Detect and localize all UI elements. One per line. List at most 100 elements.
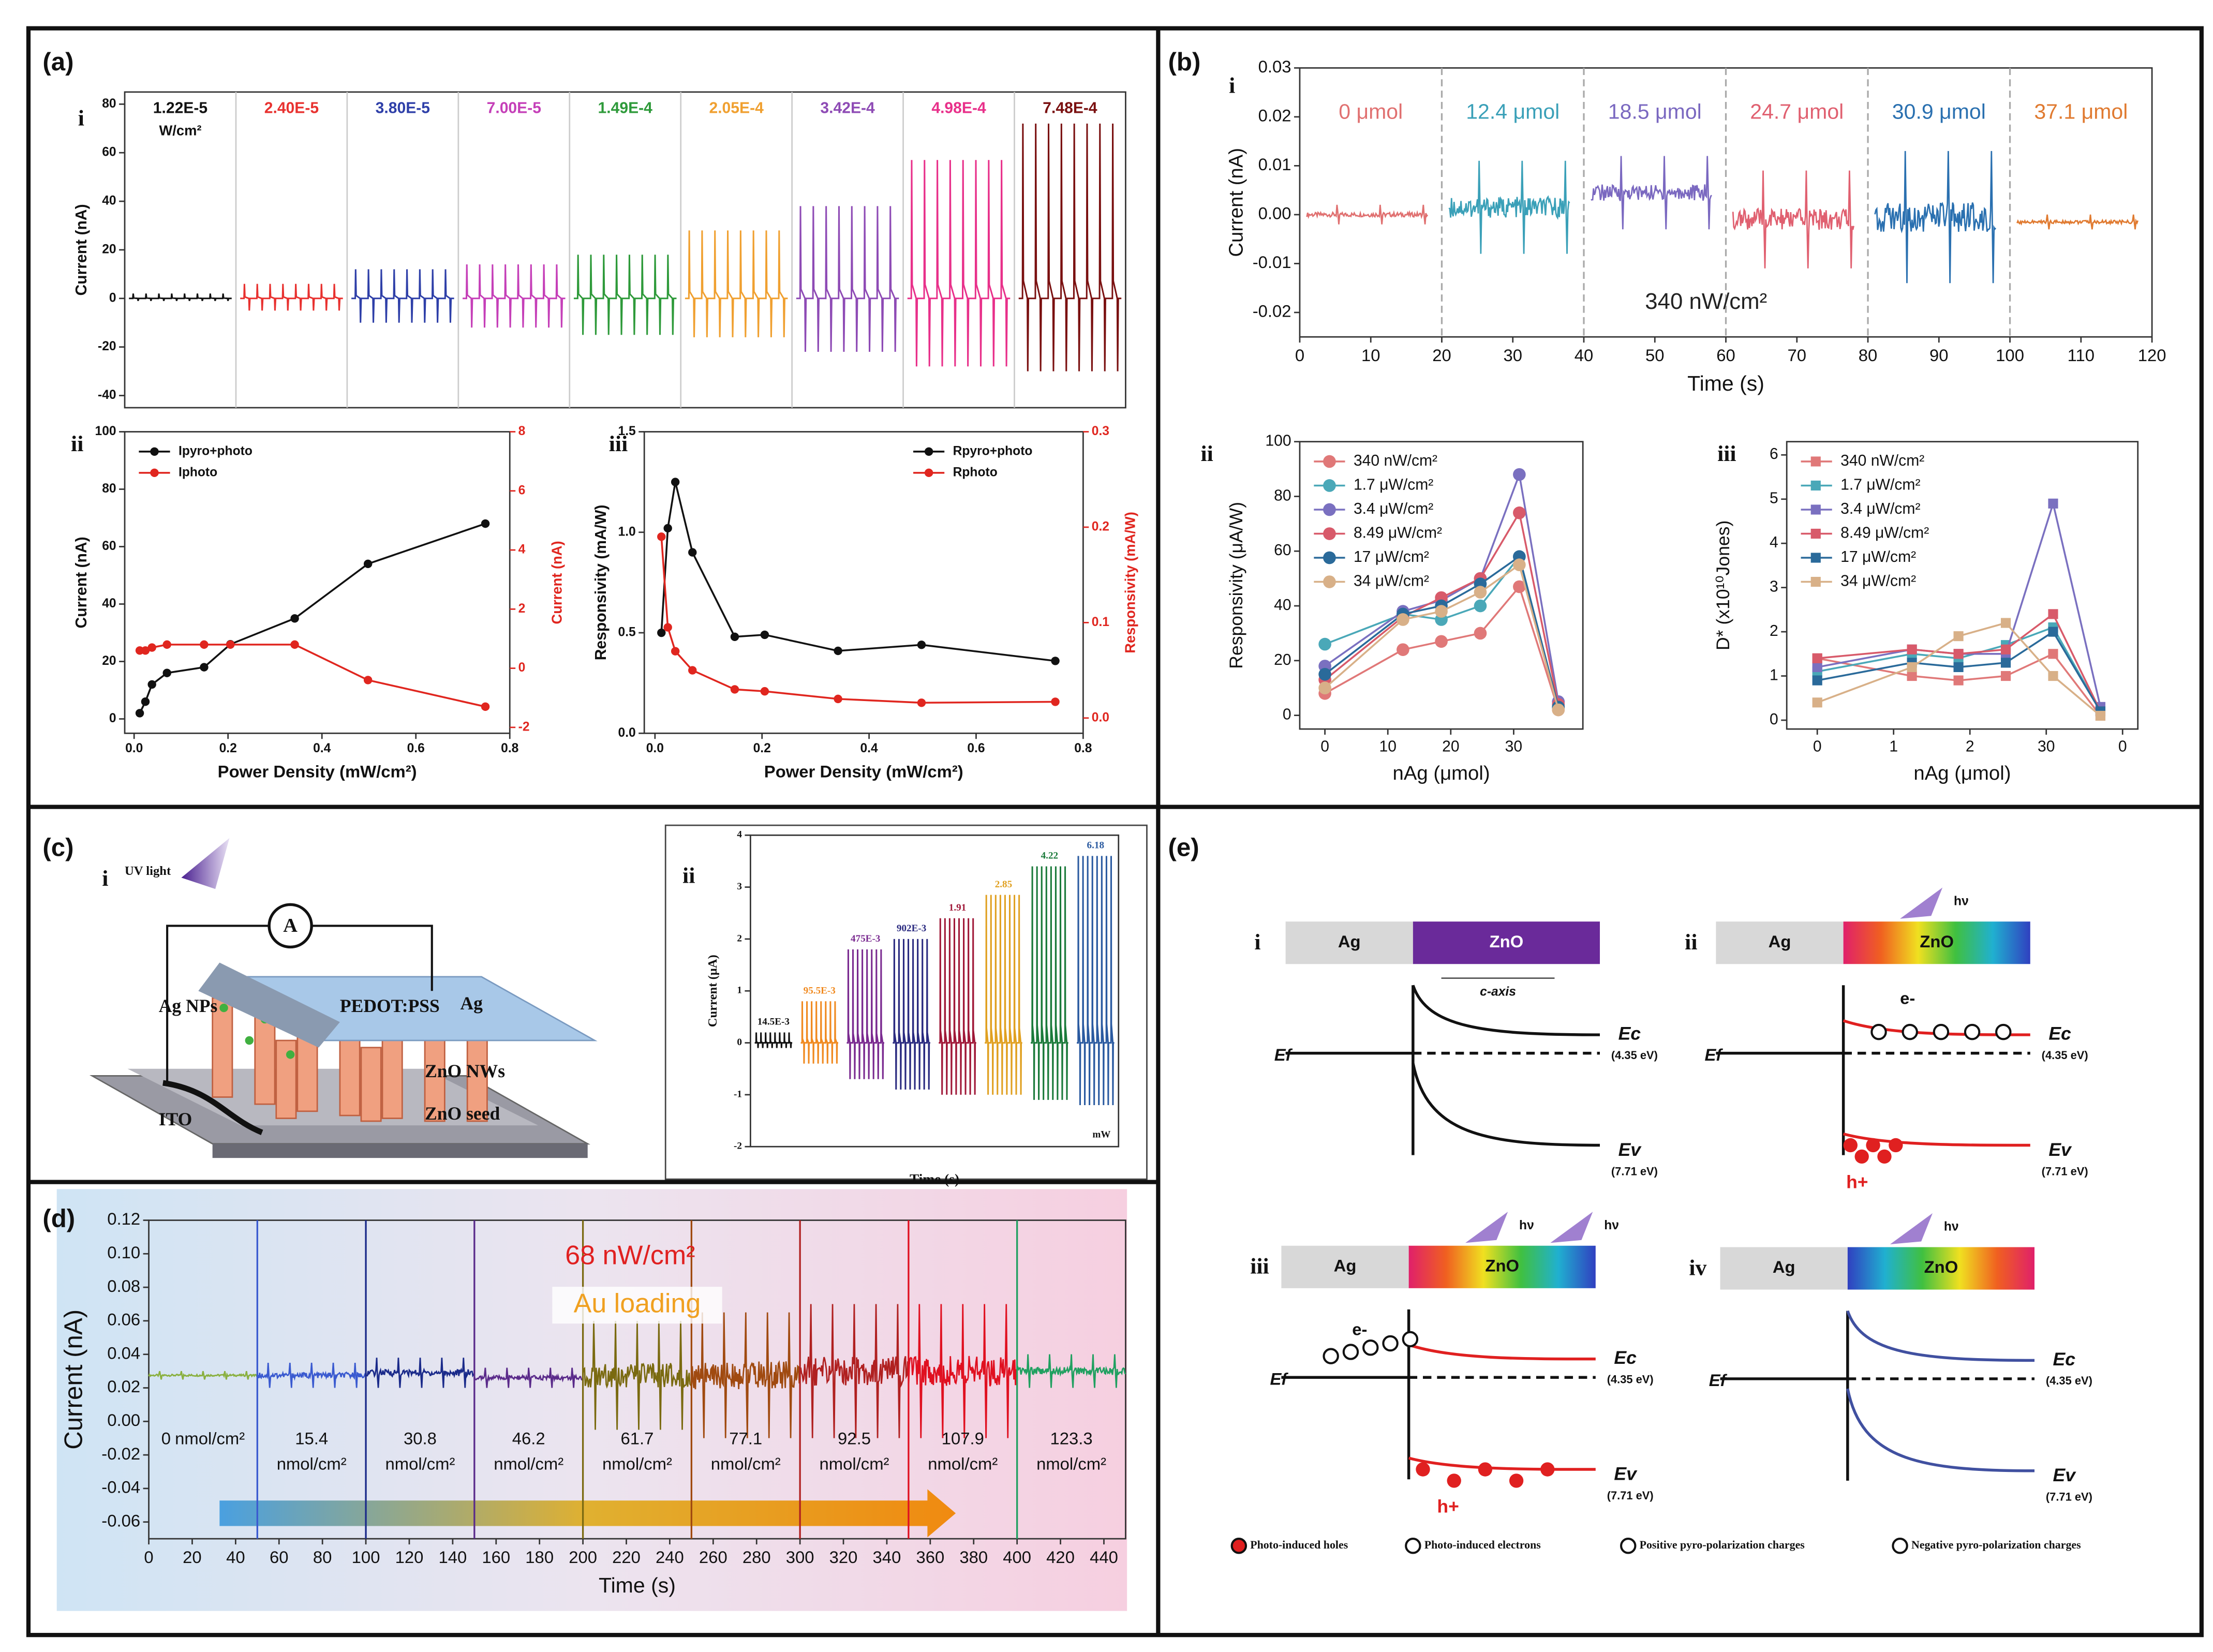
marker	[1397, 643, 1409, 656]
category-label: 24.7 μmol	[1750, 100, 1844, 124]
y2-tick-label: 8	[518, 424, 526, 438]
category-label: 77.1	[729, 1428, 762, 1448]
loading-arrow	[219, 1489, 956, 1538]
ec-label: Ec	[1614, 1347, 1637, 1368]
y-tick-label: -1	[734, 1089, 742, 1099]
hole-charge	[1478, 1462, 1493, 1477]
marker	[1474, 627, 1487, 640]
marker	[135, 709, 144, 718]
fermi-label: Ef	[1274, 1045, 1293, 1064]
legend-label: Rphoto	[953, 465, 998, 479]
legend-icon	[1620, 1538, 1637, 1554]
y-axis-label: Responsivity (μA/W)	[1226, 502, 1246, 669]
marker	[481, 519, 490, 528]
x-tick-label: 60	[270, 1547, 289, 1567]
series-line	[139, 523, 486, 714]
x-tick-label: 80	[1859, 346, 1878, 365]
legend-icon	[1892, 1538, 1908, 1554]
category-label: 4.22	[1041, 851, 1059, 861]
axis-label: c-axis	[1480, 985, 1516, 999]
panel-label: (b)	[1168, 48, 1201, 76]
valence-band	[1846, 1388, 2034, 1472]
marker	[730, 632, 739, 642]
y-tick-label: -0.06	[101, 1511, 140, 1530]
signal-trace	[799, 1304, 910, 1438]
x-tick-label: 240	[656, 1547, 684, 1567]
metal-layer	[1716, 921, 1844, 964]
metal-label: Ag	[1338, 932, 1361, 951]
y-tick-label: 4	[1770, 534, 1778, 551]
marker	[200, 640, 209, 649]
y-tick-label: 1	[737, 985, 742, 996]
y-tick-label: 0	[1283, 706, 1291, 723]
electron-charge	[1382, 1335, 1399, 1352]
pulse-trace	[907, 160, 1011, 367]
category-label: 2.85	[995, 879, 1013, 890]
photon-label: hν	[1944, 1220, 1959, 1234]
marker	[1474, 586, 1487, 599]
category-label: 61.7	[621, 1428, 654, 1448]
marker	[1812, 697, 1822, 708]
category-label: 475E-3	[851, 933, 880, 944]
x-tick-label: 10	[1361, 346, 1380, 365]
marker	[1397, 613, 1409, 626]
unit-label: nmol/cm²	[494, 1454, 563, 1474]
signal-trace	[148, 1371, 258, 1380]
marker	[290, 614, 299, 623]
y-tick-label: 60	[102, 145, 116, 159]
y-tick-label: 0	[1770, 711, 1778, 728]
semiconductor-layer	[1408, 1245, 1596, 1288]
x-tick-label: 340	[873, 1547, 901, 1567]
metal-label: Ag	[1773, 1257, 1795, 1276]
y-tick-label: 0.00	[1258, 204, 1291, 223]
legend-marker	[1323, 455, 1336, 468]
legend-marker	[1323, 551, 1336, 564]
series-line	[1324, 510, 1560, 705]
category-label: 14.5E-3	[758, 1017, 790, 1028]
pulse-trace	[351, 269, 454, 323]
marker	[663, 623, 672, 632]
photon-icon	[1465, 1212, 1508, 1243]
subpanel-label: iv	[1689, 1255, 1706, 1280]
y2-axis-label: Current (nA)	[549, 541, 565, 624]
x-tick-label: 90	[1929, 346, 1949, 365]
photon-label: hν	[1519, 1218, 1534, 1232]
y-tick-label: 100	[1265, 433, 1291, 450]
legend-label: 34 μW/cm²	[1354, 572, 1429, 589]
y-axis-label: Current (nA)	[1225, 148, 1247, 257]
marker	[1435, 635, 1448, 648]
photon-icon	[1900, 887, 1943, 919]
hole-charge	[1540, 1462, 1555, 1477]
conduction-band	[1846, 1310, 2034, 1362]
x-tick-label: 60	[1716, 346, 1735, 365]
subpanel-label: iii	[1717, 441, 1736, 466]
x-tick-label: 0	[1320, 738, 1329, 755]
signal-trace	[473, 1367, 584, 1388]
category-value: 0	[161, 1428, 171, 1448]
x-tick-label: 120	[395, 1547, 424, 1567]
electron-charge	[1342, 1344, 1359, 1360]
marker	[730, 685, 739, 694]
legend-label: 1.7 μW/cm²	[1354, 476, 1433, 493]
panel-label: (a)	[42, 48, 73, 76]
legend-marker	[924, 447, 933, 456]
category-label: 2.40E-5	[264, 100, 319, 117]
x-tick-label: 0	[144, 1547, 153, 1567]
ec-label: Ec	[2048, 1023, 2071, 1044]
y-axis-label: Current (nA)	[59, 1309, 87, 1450]
marker	[1552, 703, 1565, 717]
y-axis-label: D* (x10¹⁰Jones)	[1713, 520, 1733, 650]
legend-marker	[1810, 480, 1821, 491]
signal-trace	[1732, 170, 1854, 269]
legend-icon	[1230, 1538, 1247, 1554]
ec-value: (4.35 eV)	[2042, 1049, 2088, 1062]
pulse-trace	[800, 1001, 839, 1064]
marker	[2000, 644, 2011, 654]
marker	[162, 640, 171, 649]
y-tick-label: -2	[734, 1141, 742, 1152]
marker	[200, 663, 209, 672]
category-label: 0 nmol/cm²	[161, 1428, 245, 1448]
device-part-label: Ag NPs	[159, 995, 218, 1016]
device-part-label: Ag	[460, 993, 483, 1014]
annotation: Au loading	[574, 1288, 701, 1318]
